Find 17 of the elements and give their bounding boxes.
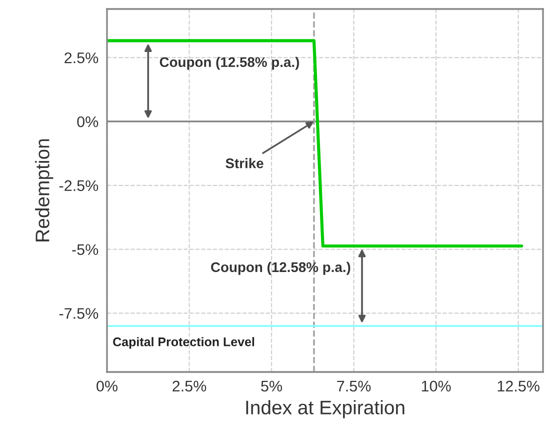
x-axis-title: Index at Expiration <box>246 400 404 418</box>
annotation: Coupon (12.58% p.a.) <box>160 56 299 70</box>
y-tick-label: 0% <box>77 116 98 128</box>
annotation: Coupon (12.58% p.a.) <box>211 262 350 275</box>
x-tick-label: 5% <box>261 380 282 392</box>
x-tick-label: 10% <box>422 380 451 392</box>
x-tick-label: 2.5% <box>172 380 206 392</box>
x-tick-label: 7.5% <box>337 380 371 392</box>
x-tick-label: 12.5% <box>498 380 540 392</box>
y-axis-title: Redemption <box>35 139 54 242</box>
y-tick-label: -5% <box>72 244 98 255</box>
y-tick-label: -2.5% <box>59 180 98 192</box>
annotation: Strike <box>226 158 264 168</box>
y-tick-label: 2.5% <box>64 52 98 64</box>
x-tick-label: 0% <box>96 380 118 392</box>
ref-line-label: Capital Protection Level <box>113 337 254 349</box>
y-tick-label: -7.5% <box>59 308 98 319</box>
